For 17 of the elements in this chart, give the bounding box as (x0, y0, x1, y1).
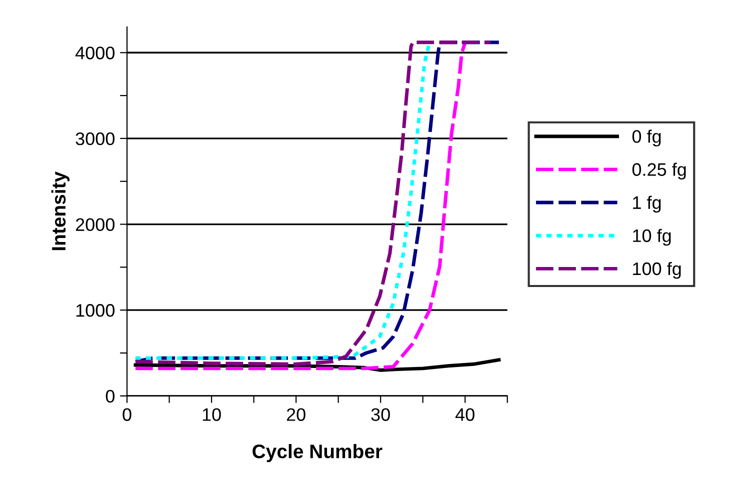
x-tick-label: 40 (455, 408, 474, 421)
y-tick-label: 2000 (76, 218, 115, 231)
x-axis-title: Cycle Number (252, 444, 382, 462)
y-tick-label: 3000 (76, 132, 115, 146)
legend-label: 100 fg (633, 262, 681, 279)
y-axis-title: Intensity (51, 172, 70, 250)
y-tick-label: 4000 (75, 46, 115, 60)
legend-label: 1 fg (633, 196, 661, 213)
legend-label: 0 fg (632, 130, 661, 146)
legend-label: 0.25 fg (632, 162, 686, 180)
x-tick-label: 30 (371, 408, 390, 421)
x-tick-label: 20 (286, 408, 306, 421)
x-tick-label: 10 (202, 408, 221, 421)
legend-label: 10 fg (633, 228, 671, 246)
x-tick-label: 0 (122, 408, 132, 421)
y-tick-label: 0 (106, 390, 115, 403)
y-tick-label: 1000 (76, 304, 115, 317)
